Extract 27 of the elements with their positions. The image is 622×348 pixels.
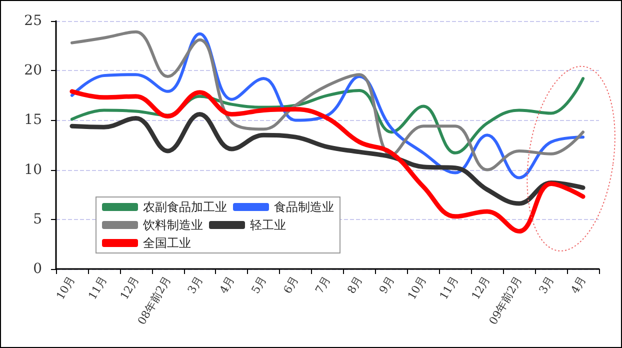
y-tick-label: 20 bbox=[24, 62, 42, 79]
x-tick-label: 7月 bbox=[312, 274, 334, 296]
x-tick-label: 6月 bbox=[280, 274, 302, 296]
legend-label: 饮料制造业 bbox=[142, 218, 203, 232]
x-tick-label: 3月 bbox=[536, 274, 557, 296]
x-tick-label: 4月 bbox=[217, 274, 238, 296]
y-tick-label: 0 bbox=[33, 261, 42, 277]
x-tick-label: 10月 bbox=[54, 274, 78, 302]
legend-label: 食品制造业 bbox=[274, 200, 334, 214]
x-tick-label: 5月 bbox=[248, 274, 270, 296]
x-tick-label: 9月 bbox=[376, 274, 398, 296]
x-tick-label: 10月 bbox=[405, 274, 429, 302]
x-tick-label: 4月 bbox=[568, 274, 589, 296]
x-tick-label: 8月 bbox=[344, 274, 366, 296]
y-tick-label: 25 bbox=[24, 13, 42, 29]
x-tick-label: 3月 bbox=[185, 274, 206, 296]
x-tick-label: 11月 bbox=[86, 274, 110, 302]
legend-label: 轻工业 bbox=[250, 218, 286, 232]
y-tick-label: 5 bbox=[33, 211, 42, 228]
line-series bbox=[70, 89, 586, 234]
x-tick-label: 12月 bbox=[469, 274, 493, 302]
legend-label: 农副食品加工业 bbox=[143, 200, 227, 214]
legend-label: 全国工业 bbox=[143, 236, 191, 250]
y-tick-label: 15 bbox=[24, 112, 42, 128]
y-tick-label: 10 bbox=[24, 162, 42, 178]
x-tick-label: 11月 bbox=[437, 274, 461, 302]
x-tick-label: 12月 bbox=[118, 274, 142, 302]
